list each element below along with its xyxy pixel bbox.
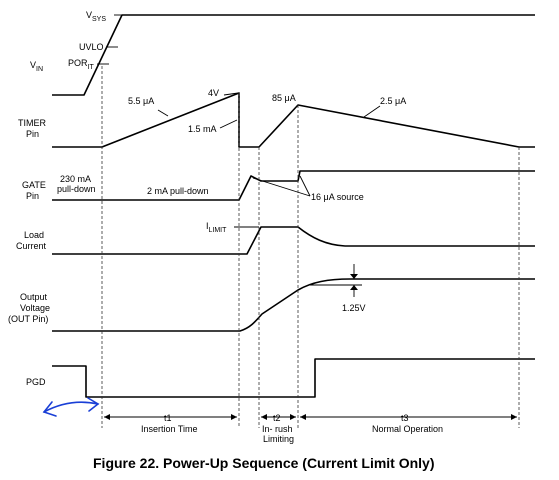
- timer-label-pin: Pin: [26, 129, 39, 139]
- interval-t3: t3 Normal Operation: [300, 413, 517, 434]
- load-label: Load: [24, 230, 44, 240]
- gate-waveform: [52, 170, 535, 201]
- out-label: Output: [20, 292, 48, 302]
- out-label-3: (OUT Pin): [8, 314, 48, 324]
- out-drop-arrowhead-bottom: [350, 285, 358, 290]
- timer-discharge-leader: [219, 119, 238, 129]
- gate-pulldown-230-label: 230 mA: [60, 174, 91, 184]
- interval-t2: t2 In- rush Limiting: [261, 413, 296, 444]
- t1-description: Insertion Time: [141, 424, 198, 434]
- t2-description-2: Limiting: [263, 434, 294, 444]
- interval-t1: t1 Insertion Time: [104, 413, 237, 434]
- timer-waveform: [52, 92, 535, 148]
- gate-label-pin: Pin: [26, 191, 39, 201]
- gate-label: GATE: [22, 180, 46, 190]
- ilimit-label: ILIMIT: [206, 221, 227, 234]
- gate-source-leader-1: [252, 177, 311, 197]
- load-label-current: Current: [16, 241, 47, 251]
- gate-pulldown-230-label-2: pull-down: [57, 184, 96, 194]
- timer-label: TIMER: [18, 118, 46, 128]
- t2-description-1: In- rush: [262, 424, 293, 434]
- timer-peak-leader: [223, 92, 239, 96]
- inrush-charge-label: 85 μA: [272, 93, 296, 103]
- pgd-waveform: [52, 358, 535, 398]
- normal-discharge-label: 2.5 μA: [380, 96, 406, 106]
- vin-waveform: [52, 14, 535, 96]
- t3-description: Normal Operation: [372, 424, 443, 434]
- handwritten-double-arrow: [42, 397, 100, 417]
- t2-label: t2: [273, 413, 281, 423]
- vsys-label: VSYS: [86, 10, 106, 23]
- uvlo-label: UVLO: [79, 42, 104, 52]
- normal-discharge-leader: [363, 105, 381, 118]
- t3-label: t3: [401, 413, 409, 423]
- timer-charge-leader: [157, 109, 169, 117]
- gate-source-label: 16 μA source: [311, 192, 364, 202]
- figure-caption: Figure 22. Power-Up Sequence (Current Li…: [93, 455, 435, 471]
- por-label: PORIT: [68, 58, 94, 71]
- vin-label: VIN: [30, 60, 43, 73]
- gate-source-leader-2: [299, 175, 311, 197]
- timer-peak-label: 4V: [208, 88, 219, 98]
- out-label-2: Voltage: [20, 303, 50, 313]
- timer-charge-label: 5.5 μA: [128, 96, 154, 106]
- gate-pulldown-2-label: 2 mA pull-down: [147, 186, 209, 196]
- pgd-label: PGD: [26, 377, 46, 387]
- t1-label: t1: [164, 413, 172, 423]
- output-voltage-waveform: [52, 278, 535, 332]
- out-drop-label: 1.25V: [342, 303, 366, 313]
- load-current-waveform: [52, 226, 535, 255]
- timer-discharge-label: 1.5 mA: [188, 124, 217, 134]
- out-drop-arrowhead-top: [350, 274, 358, 279]
